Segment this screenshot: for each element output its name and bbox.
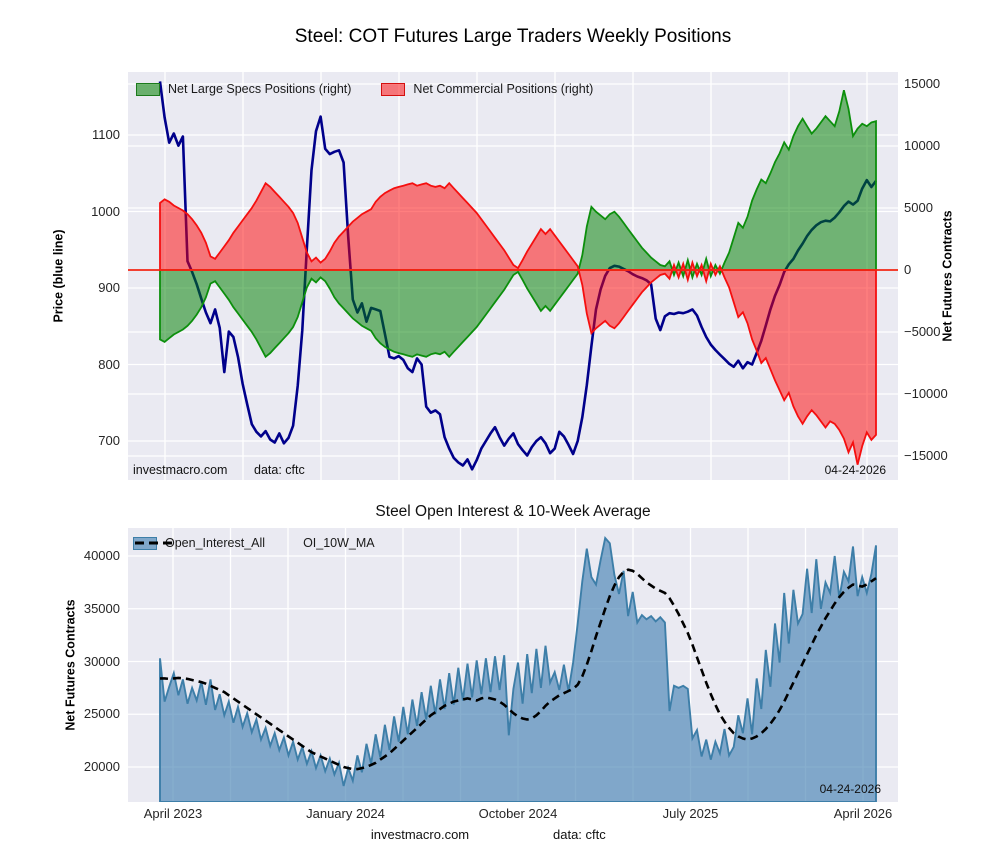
top-left-y-tick-label: 1000 [91,203,120,219]
bottom-y-tick-label: 40000 [83,548,120,563]
legend-label: OI_10W_MA [303,536,375,550]
bottom-y-tick-label: 35000 [83,600,120,616]
top-left-y-tick-label: 800 [98,356,120,372]
bottom-x-tick-label: April 2023 [143,806,203,821]
bottom-x-tick-label: January 2024 [306,806,385,821]
legend-item-large-specs: Net Large Specs Positions (right) [136,82,351,96]
bottom-y-tick-label: 25000 [83,706,120,722]
legend-label: Open_Interest_All [165,536,266,550]
oi-10w-ma-line [160,568,877,771]
top-right-y-tick-label: −15000 [904,448,948,463]
figure-title: Steel: COT Futures Large Traders Weekly … [294,26,732,47]
bottom-chart-canvas [128,528,898,802]
date-label: 04-24-2026 [824,463,886,477]
top-right-y-tick-label: 10000 [904,138,941,153]
net-large-specs-area [159,89,877,359]
top-left-y-tick-label: 700 [98,433,120,448]
legend-label: Net Large Specs Positions (right) [168,82,352,96]
top-right-y-tick-label: 0 [904,262,912,277]
top-plot-area: Net Large Specs Positions (right) Net Co… [128,72,898,480]
legend-item-commercials: Net Commercial Positions (right) [381,82,593,96]
top-right-y-tick-label: 5000 [904,200,933,215]
top-left-y-tick-label: 1100 [92,127,120,142]
top-right-y-tick-label: −10000 [904,386,948,401]
bottom-x-tick-label: July 2025 [662,806,719,821]
green-swatch-icon [136,82,160,96]
legend-label: Net Commercial Positions (right) [413,82,594,96]
net-commercial-area [159,181,877,465]
bottom-y-tick-label: 20000 [83,759,120,774]
bottom-legend: Open_Interest_All OI_10W_MA [133,536,375,550]
legend-item-oi-ma: OI_10W_MA [135,536,375,550]
red-swatch-icon [381,82,406,96]
footer-source-text: data: cftc [553,827,606,842]
bottom-x-tick-label: October 2024 [478,806,558,821]
top-left-y-tick-label: 900 [98,280,120,295]
top-legend: Net Large Specs Positions (right) Net Co… [136,82,593,96]
legend-item-open-interest: Open_Interest_All [133,536,265,550]
top-right-y-tick-label: 15000 [904,76,941,91]
bottom-y-tick-label: 30000 [83,653,120,669]
bottom-x-tick-label: April 2026 [833,806,893,821]
watermark-text: investmacro.com [133,463,228,477]
source-text: data: cftc [254,463,305,477]
open-interest-area [159,536,877,802]
bottom-chart-title: Steel Open Interest & 10-Week Average [375,503,651,520]
top-right-y-tick-label: −5000 [904,324,941,339]
bottom-plot-area: Open_Interest_All OI_10W_MA 04-24-2026 [128,528,898,802]
top-chart-canvas [128,72,898,480]
footer-watermark-text: investmacro.com [370,827,470,842]
date-label: 04-24-2026 [819,782,881,796]
